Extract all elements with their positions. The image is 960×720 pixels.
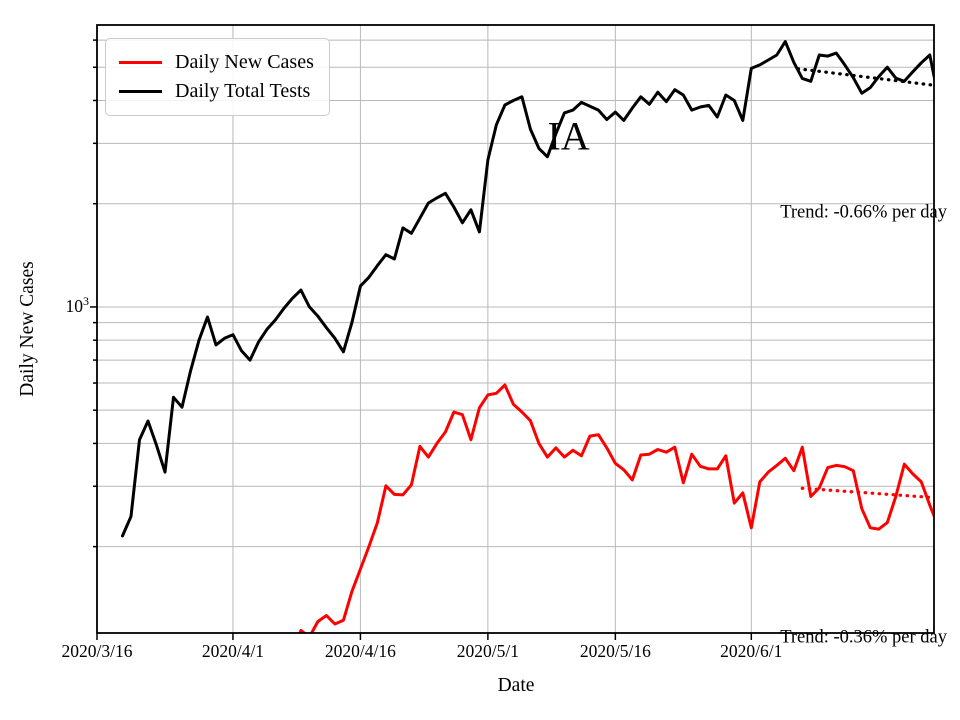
- series-line-daily-new-cases: [298, 383, 934, 633]
- gridlines: [96, 25, 934, 633]
- trend-line-daily-new-cases: [800, 486, 934, 500]
- axes-frame: [96, 24, 935, 634]
- axis-ticks: [90, 39, 753, 640]
- series-line-daily-total-tests: [121, 40, 934, 538]
- trend-line-daily-total-tests: [796, 67, 934, 87]
